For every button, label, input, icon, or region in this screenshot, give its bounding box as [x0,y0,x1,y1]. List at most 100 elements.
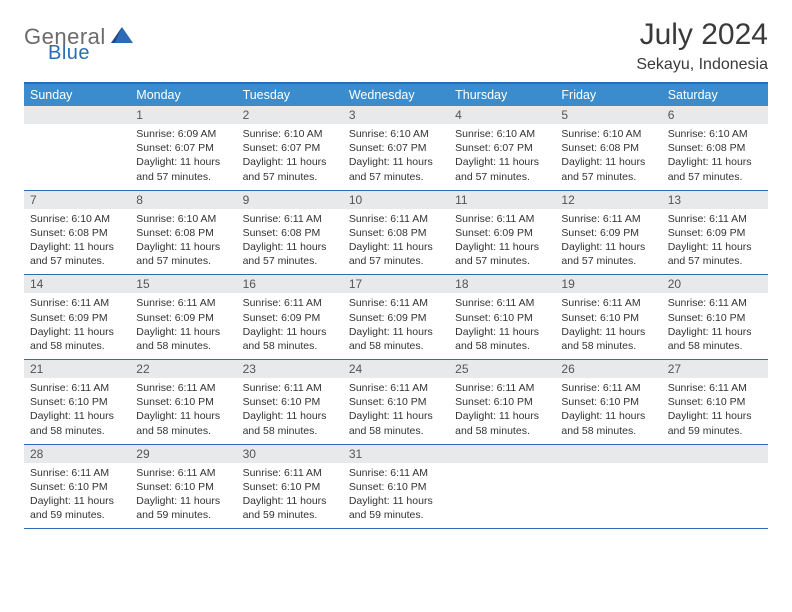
day-detail-line: Sunrise: 6:10 AM [243,127,337,141]
day-details: Sunrise: 6:10 AMSunset: 6:08 PMDaylight:… [662,124,768,190]
calendar-day: 13Sunrise: 6:11 AMSunset: 6:09 PMDayligh… [662,191,768,275]
logo: General Blue [24,24,133,50]
day-detail-line: and 58 minutes. [668,339,762,353]
day-number: 4 [449,106,555,124]
day-detail-line: and 57 minutes. [30,254,124,268]
calendar-day: 24Sunrise: 6:11 AMSunset: 6:10 PMDayligh… [343,360,449,444]
day-number: 27 [662,360,768,378]
day-detail-line: Daylight: 11 hours [243,494,337,508]
day-number: 20 [662,275,768,293]
day-details: Sunrise: 6:11 AMSunset: 6:10 PMDaylight:… [130,463,236,529]
weekday-header: Saturday [662,84,768,106]
calendar-day: 4Sunrise: 6:10 AMSunset: 6:07 PMDaylight… [449,106,555,190]
day-detail-line: Sunset: 6:07 PM [349,141,443,155]
day-detail-line: Sunset: 6:07 PM [243,141,337,155]
day-detail-line: Sunset: 6:07 PM [455,141,549,155]
day-detail-line: Daylight: 11 hours [455,325,549,339]
day-detail-line: Sunset: 6:09 PM [455,226,549,240]
day-detail-line: Sunrise: 6:11 AM [243,466,337,480]
day-details: Sunrise: 6:11 AMSunset: 6:10 PMDaylight:… [662,378,768,444]
day-detail-line: Sunset: 6:10 PM [30,480,124,494]
day-detail-line: Daylight: 11 hours [243,409,337,423]
day-details: Sunrise: 6:11 AMSunset: 6:10 PMDaylight:… [130,378,236,444]
day-detail-line: and 57 minutes. [668,170,762,184]
day-detail-line: and 58 minutes. [136,424,230,438]
page-header: General Blue July 2024 Sekayu, Indonesia [24,18,768,74]
day-detail-line: Sunset: 6:09 PM [668,226,762,240]
calendar-day: 23Sunrise: 6:11 AMSunset: 6:10 PMDayligh… [237,360,343,444]
calendar-day: 8Sunrise: 6:10 AMSunset: 6:08 PMDaylight… [130,191,236,275]
day-details: Sunrise: 6:11 AMSunset: 6:10 PMDaylight:… [24,378,130,444]
weekday-header: Thursday [449,84,555,106]
calendar-day: 21Sunrise: 6:11 AMSunset: 6:10 PMDayligh… [24,360,130,444]
day-detail-line: Sunset: 6:10 PM [136,480,230,494]
calendar-day: 27Sunrise: 6:11 AMSunset: 6:10 PMDayligh… [662,360,768,444]
day-detail-line: Daylight: 11 hours [136,409,230,423]
day-number: 18 [449,275,555,293]
day-detail-line: Sunset: 6:07 PM [136,141,230,155]
day-number: 6 [662,106,768,124]
day-detail-line: Sunrise: 6:11 AM [349,212,443,226]
day-detail-line: and 59 minutes. [668,424,762,438]
day-detail-line: Daylight: 11 hours [349,240,443,254]
day-detail-line: and 57 minutes. [136,170,230,184]
day-detail-line: Daylight: 11 hours [668,409,762,423]
day-detail-line: Sunrise: 6:10 AM [455,127,549,141]
weekday-header-row: Sunday Monday Tuesday Wednesday Thursday… [24,84,768,106]
day-detail-line: Sunset: 6:10 PM [136,395,230,409]
day-number: 2 [237,106,343,124]
day-detail-line: Daylight: 11 hours [455,155,549,169]
day-details: Sunrise: 6:11 AMSunset: 6:10 PMDaylight:… [662,293,768,359]
calendar-day [555,445,661,529]
calendar-day: 29Sunrise: 6:11 AMSunset: 6:10 PMDayligh… [130,445,236,529]
day-detail-line: Sunrise: 6:11 AM [561,212,655,226]
day-detail-line: Sunrise: 6:11 AM [243,296,337,310]
day-detail-line: Sunrise: 6:11 AM [136,466,230,480]
calendar-day: 25Sunrise: 6:11 AMSunset: 6:10 PMDayligh… [449,360,555,444]
day-number: 5 [555,106,661,124]
logo-text-blue: Blue [48,42,90,65]
day-detail-line: Daylight: 11 hours [136,494,230,508]
calendar-day: 18Sunrise: 6:11 AMSunset: 6:10 PMDayligh… [449,275,555,359]
day-detail-line: Sunrise: 6:11 AM [455,212,549,226]
day-details: Sunrise: 6:11 AMSunset: 6:10 PMDaylight:… [555,293,661,359]
day-detail-line: Daylight: 11 hours [561,240,655,254]
day-detail-line: Daylight: 11 hours [243,325,337,339]
weekday-header: Sunday [24,84,130,106]
calendar-day [662,445,768,529]
day-details: Sunrise: 6:11 AMSunset: 6:09 PMDaylight:… [24,293,130,359]
day-detail-line: Sunrise: 6:11 AM [668,296,762,310]
calendar-week: 14Sunrise: 6:11 AMSunset: 6:09 PMDayligh… [24,275,768,360]
calendar-day: 12Sunrise: 6:11 AMSunset: 6:09 PMDayligh… [555,191,661,275]
day-details: Sunrise: 6:11 AMSunset: 6:09 PMDaylight:… [130,293,236,359]
day-detail-line: Daylight: 11 hours [349,494,443,508]
day-detail-line: and 58 minutes. [30,339,124,353]
location-label: Sekayu, Indonesia [636,56,768,74]
day-detail-line: Sunrise: 6:11 AM [668,381,762,395]
day-number: 10 [343,191,449,209]
day-detail-line: Sunset: 6:09 PM [349,311,443,325]
day-number: 22 [130,360,236,378]
day-details [555,463,661,521]
day-detail-line: Sunrise: 6:10 AM [136,212,230,226]
day-number: 9 [237,191,343,209]
day-detail-line: and 57 minutes. [668,254,762,268]
day-detail-line: Sunrise: 6:11 AM [349,296,443,310]
day-detail-line: Daylight: 11 hours [243,155,337,169]
day-details: Sunrise: 6:10 AMSunset: 6:07 PMDaylight:… [449,124,555,190]
day-detail-line: Sunrise: 6:11 AM [136,296,230,310]
day-details: Sunrise: 6:11 AMSunset: 6:08 PMDaylight:… [343,209,449,275]
day-details: Sunrise: 6:11 AMSunset: 6:09 PMDaylight:… [449,209,555,275]
day-number: 28 [24,445,130,463]
day-detail-line: Sunrise: 6:10 AM [30,212,124,226]
calendar-day: 6Sunrise: 6:10 AMSunset: 6:08 PMDaylight… [662,106,768,190]
day-detail-line: and 57 minutes. [136,254,230,268]
day-detail-line: and 59 minutes. [136,508,230,522]
day-number: 25 [449,360,555,378]
day-detail-line: Daylight: 11 hours [455,240,549,254]
day-detail-line: Daylight: 11 hours [136,325,230,339]
day-detail-line: Sunset: 6:09 PM [561,226,655,240]
day-detail-line: Sunset: 6:10 PM [561,311,655,325]
day-number: 15 [130,275,236,293]
day-detail-line: Daylight: 11 hours [668,155,762,169]
